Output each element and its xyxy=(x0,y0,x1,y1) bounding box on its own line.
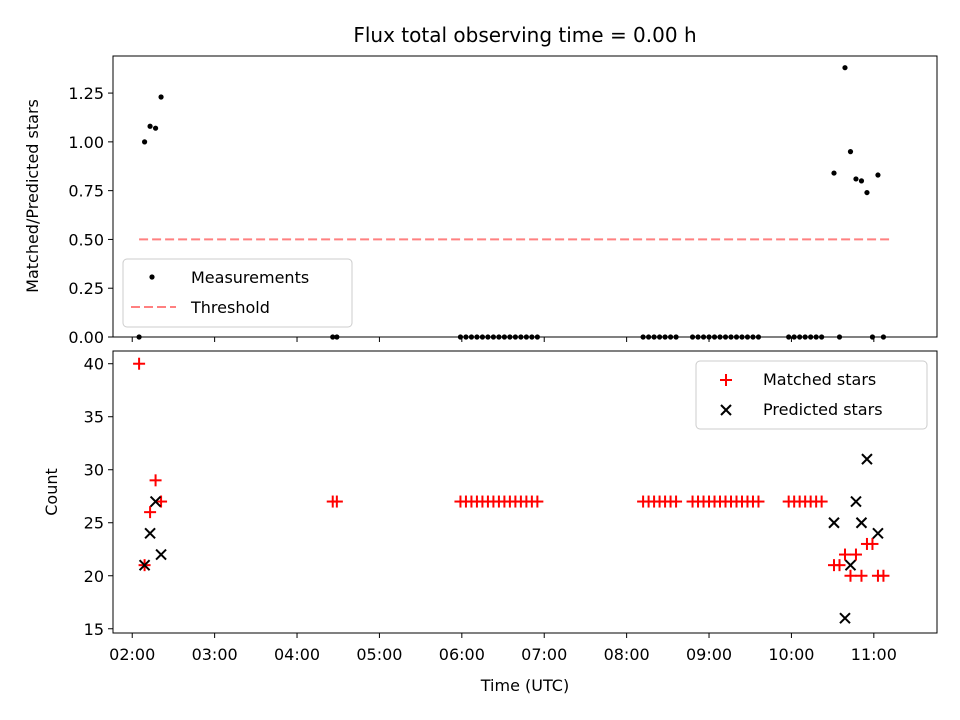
counts-plot-area xyxy=(133,357,890,624)
ratio-axes-frame xyxy=(112,55,938,338)
x-tick-label: 07:00 xyxy=(521,645,567,664)
matched-star-point xyxy=(877,569,890,582)
ratio-y-tick-label: 1.25 xyxy=(68,84,104,103)
matched-star-point xyxy=(149,474,162,487)
predicted-star-point xyxy=(138,559,151,571)
matched-star-point xyxy=(849,548,862,561)
legend-predicted-marker xyxy=(720,404,732,416)
predicted-star-point xyxy=(850,495,862,508)
x-tick-label: 09:00 xyxy=(686,645,732,664)
matched-star-point xyxy=(531,495,544,508)
counts-y-tick-label: 20 xyxy=(84,567,104,586)
legend-matched-label: Matched stars xyxy=(763,370,876,389)
measurement-point xyxy=(147,123,153,129)
ratio-y-tick-label: 0.25 xyxy=(68,279,104,298)
counts-y-ticks: 15 20 25 30 35 40 xyxy=(84,355,113,639)
counts-legend-box xyxy=(695,360,928,430)
x-tick-label: 04:00 xyxy=(274,645,320,664)
measurement-point xyxy=(858,178,865,184)
matched-star-point xyxy=(752,495,765,508)
measurement-point xyxy=(847,149,854,155)
counts-y-tick-label: 35 xyxy=(84,408,104,427)
ratio-y-axis-label: Matched/Predicted stars xyxy=(23,99,42,293)
matched-star-point xyxy=(866,537,879,550)
matched-star-point xyxy=(833,559,846,572)
matched-star-point xyxy=(815,495,828,508)
predicted-star-point xyxy=(855,517,868,529)
counts-y-tick-label: 15 xyxy=(84,620,104,639)
x-tick-label: 10:00 xyxy=(768,645,814,664)
matched-star-point xyxy=(670,495,683,508)
measurement-point xyxy=(141,139,148,145)
matched-star-point xyxy=(838,548,851,561)
predicted-star-point xyxy=(839,612,851,624)
ratio-legend-box xyxy=(122,258,353,328)
legend-threshold-label: Threshold xyxy=(190,298,270,317)
matched-star-point xyxy=(330,495,343,508)
chart-title: Flux total observing time = 0.00 h xyxy=(353,23,696,47)
counts-y-tick-label: 25 xyxy=(84,514,104,533)
measurement-point xyxy=(831,170,837,176)
ratio-legend: Measurements Threshold xyxy=(122,258,353,328)
counts-panel: Count Time (UTC) 15 20 25 30 35 40 02:00 03:00… xyxy=(42,350,938,695)
predicted-star-point xyxy=(149,495,162,508)
predicted-star-point xyxy=(872,527,884,540)
x-axis-label: Time (UTC) xyxy=(480,676,569,695)
predicted-star-point xyxy=(144,527,156,540)
x-tick-label: 03:00 xyxy=(192,645,238,664)
counts-y-tick-label: 40 xyxy=(84,355,104,374)
predicted-star-point xyxy=(828,517,840,529)
x-tick-label: 08:00 xyxy=(604,645,650,664)
measurement-point xyxy=(158,94,164,100)
matched-star-point xyxy=(844,569,857,582)
measurement-point xyxy=(875,172,881,178)
measurement-point xyxy=(842,65,848,71)
ratio-y-tick-label: 0.00 xyxy=(68,328,104,347)
ratio-y-tick-label: 1.00 xyxy=(68,133,104,152)
legend-matched-marker xyxy=(720,374,732,386)
measurement-point xyxy=(864,189,870,196)
legend-predicted-label: Predicted stars xyxy=(763,400,883,419)
matched-star-point xyxy=(133,357,146,370)
predicted-star-point xyxy=(155,548,167,561)
matched-star-point xyxy=(855,569,868,582)
x-tick-label: 02:00 xyxy=(109,645,155,664)
legend-measurements-label: Measurements xyxy=(191,268,309,287)
matched-star-point xyxy=(155,495,168,508)
x-tick-label: 05:00 xyxy=(356,645,402,664)
x-tick-label: 06:00 xyxy=(439,645,485,664)
predicted-star-point xyxy=(844,559,857,571)
predicted-star-point xyxy=(861,453,873,465)
legend-measurements-marker xyxy=(149,274,155,280)
ratio-x-ticks xyxy=(131,337,875,342)
x-ticks: 02:00 03:00 04:00 05:00 06:00 07:00 08:00 09:00… xyxy=(109,633,897,664)
counts-y-axis-label: Count xyxy=(42,468,61,516)
ratio-panel: Flux total observing time = 0.00 h Match… xyxy=(23,23,938,347)
counts-legend: Matched stars Predicted stars xyxy=(695,360,928,430)
counts-y-tick-label: 30 xyxy=(84,461,104,480)
ratio-y-ticks: 0.00 0.25 0.50 0.75 1.00 1.25 xyxy=(68,84,113,347)
ratio-y-tick-label: 0.75 xyxy=(68,182,104,201)
counts-axes-frame xyxy=(112,350,938,634)
measurement-point xyxy=(152,125,159,131)
x-tick-label: 11:00 xyxy=(851,645,897,664)
ratio-y-tick-label: 0.50 xyxy=(68,230,104,249)
matched-star-point xyxy=(144,506,157,519)
measurement-point xyxy=(853,176,859,182)
